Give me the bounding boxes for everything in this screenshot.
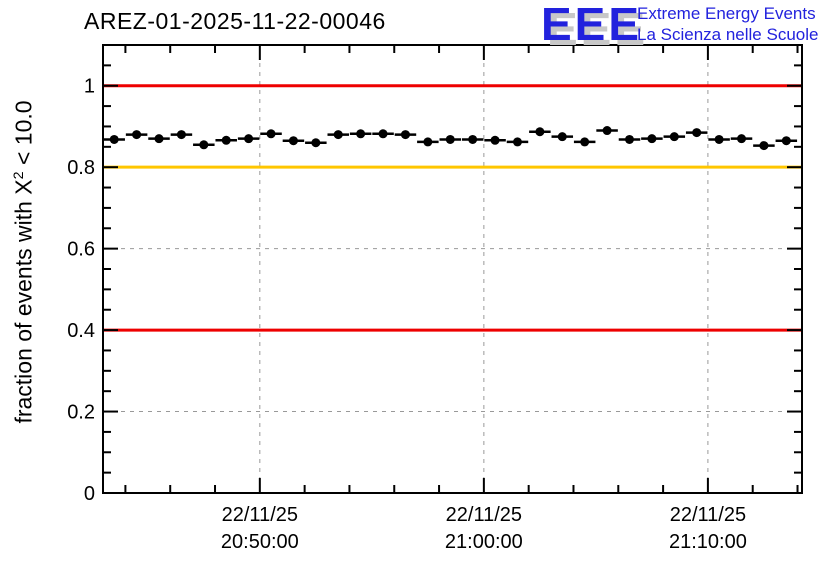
y-tick-label: 0.4 bbox=[67, 320, 95, 342]
data-point bbox=[692, 128, 702, 138]
data-point bbox=[669, 132, 679, 142]
x-tick-label-date: 22/11/25 bbox=[446, 504, 522, 526]
data-point bbox=[490, 135, 500, 145]
data-point bbox=[199, 140, 209, 150]
y-axis-title-sup: 2 bbox=[10, 171, 27, 180]
data-point bbox=[154, 134, 164, 144]
y-axis-title-text: fraction of events with X bbox=[10, 179, 37, 424]
data-point bbox=[647, 134, 657, 144]
data-point bbox=[512, 137, 522, 147]
data-point bbox=[624, 134, 634, 144]
data-point bbox=[356, 129, 366, 139]
data-point bbox=[333, 130, 343, 140]
x-tick-label-time: 20:50:00 bbox=[221, 531, 299, 553]
data-point bbox=[535, 127, 545, 137]
plot-title: AREZ-01-2025-11-22-00046 bbox=[84, 8, 386, 34]
y-axis-title-tail: < 10.0 bbox=[10, 100, 37, 172]
data-point bbox=[109, 134, 119, 144]
eee-logo-letters: EEE bbox=[541, 0, 643, 50]
x-tick-label-time: 21:10:00 bbox=[669, 531, 747, 553]
x-tick-label-date: 22/11/25 bbox=[222, 504, 298, 526]
data-point bbox=[311, 138, 321, 148]
data-point bbox=[176, 130, 186, 140]
data-point bbox=[714, 134, 724, 144]
data-point bbox=[737, 134, 747, 144]
data-point bbox=[557, 132, 567, 142]
data-point bbox=[400, 130, 410, 140]
y-tick-label: 0.8 bbox=[67, 157, 95, 179]
x-tick-label-date: 22/11/25 bbox=[670, 504, 746, 526]
data-point bbox=[244, 134, 254, 144]
data-point bbox=[759, 141, 769, 151]
eee-logo-text: Extreme Energy Events La Scienza nelle S… bbox=[637, 3, 818, 45]
y-tick-label: 0.2 bbox=[67, 402, 95, 424]
y-tick-label: 0.6 bbox=[67, 239, 95, 261]
plot-frame bbox=[102, 44, 803, 494]
y-axis-title: fraction of events with X2 < 10.0 bbox=[11, 100, 38, 423]
eee-logo-line1: Extreme Energy Events bbox=[637, 4, 816, 23]
x-tick-label-time: 21:00:00 bbox=[445, 531, 523, 553]
data-point bbox=[378, 129, 388, 139]
y-tick-label: 1 bbox=[84, 76, 95, 98]
data-point bbox=[602, 126, 612, 136]
data-point bbox=[221, 135, 231, 145]
data-point bbox=[132, 130, 142, 140]
data-point bbox=[781, 136, 791, 146]
data-point bbox=[423, 137, 433, 147]
data-point bbox=[468, 134, 478, 144]
data-point bbox=[445, 134, 455, 144]
eee-logo-line2: La Scienza nelle Scuole bbox=[637, 25, 819, 44]
y-tick-label: 0 bbox=[84, 483, 95, 505]
data-point bbox=[580, 137, 590, 147]
data-point bbox=[288, 136, 298, 146]
data-point bbox=[266, 129, 276, 139]
